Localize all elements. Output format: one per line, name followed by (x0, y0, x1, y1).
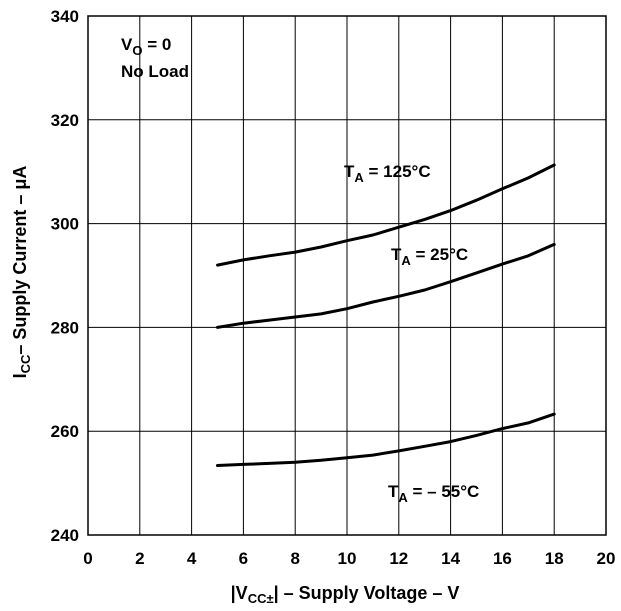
x-tick-label: 12 (389, 549, 408, 568)
series-label-minus55c: TA = – 55°C (388, 482, 479, 505)
plot-frame (87, 15, 607, 536)
y-tick-label: 240 (51, 526, 79, 545)
y-tick-label: 280 (51, 318, 79, 337)
condition-vo: VO = 0 (121, 35, 171, 58)
x-tick-label: 16 (493, 549, 512, 568)
x-tick-label: 18 (545, 549, 564, 568)
series-label-125c: TA = 125°C (344, 162, 431, 185)
y-tick-label: 340 (51, 7, 79, 26)
y-tick-label: 300 (51, 215, 79, 234)
condition-load: No Load (121, 62, 189, 81)
x-tick-label: 10 (338, 549, 357, 568)
x-tick-label: 0 (83, 549, 92, 568)
x-tick-label: 14 (441, 549, 460, 568)
x-tick-label: 2 (135, 549, 144, 568)
x-tick-label: 8 (290, 549, 299, 568)
series-line-1 (216, 242, 556, 329)
y-tick-label: 260 (51, 422, 79, 441)
series-layer (216, 163, 556, 467)
tick-labels: 0 2 4 6 8 10 12 14 16 18 20 240 260 280 300 320 340 (51, 7, 616, 568)
series-line-2 (216, 412, 556, 467)
series-line-0 (216, 163, 556, 267)
x-axis-title: |VCC±| – Supply Voltage – V (231, 583, 460, 606)
series-label-25c: TA = 25°C (391, 245, 468, 268)
x-tick-label: 4 (187, 549, 197, 568)
y-tick-label: 320 (51, 111, 79, 130)
x-tick-label: 20 (597, 549, 616, 568)
y-axis-title: ICC– Supply Current – μA (10, 166, 33, 379)
x-tick-label: 6 (239, 549, 248, 568)
